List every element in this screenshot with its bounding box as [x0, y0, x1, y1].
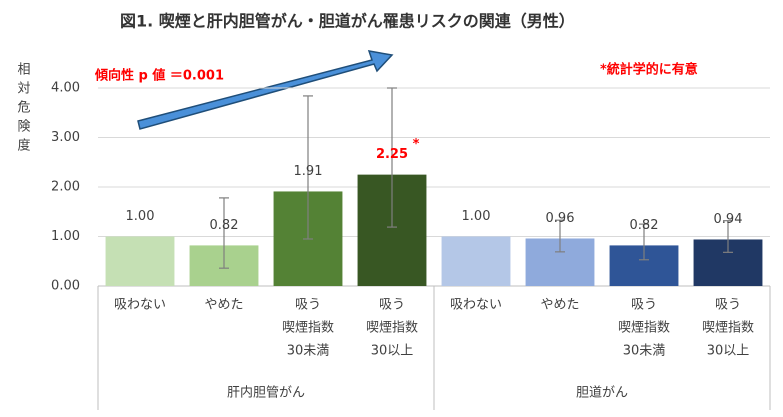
y-tick-label: 0.00 — [51, 279, 80, 294]
y-tick-label: 1.00 — [51, 229, 80, 244]
x-tick-label: 喫煙指数 — [282, 321, 334, 336]
y-tick-label: 4.00 — [51, 81, 80, 96]
significance-note: *統計学的に有意 — [600, 62, 698, 78]
bar — [441, 236, 511, 286]
y-tick-label: 2.00 — [51, 180, 80, 195]
value-label: 1.00 — [126, 209, 155, 224]
chart-title: 図1. 喫煙と肝内胆管がん・胆道がん罹患リスクの関連（男性） — [120, 12, 575, 31]
significance-mark: * — [413, 137, 420, 152]
x-tick-label: 喫煙指数 — [702, 321, 754, 336]
group-label: 胆道がん — [576, 386, 628, 401]
x-tick-label: 吸わない — [114, 298, 166, 313]
x-tick-label: 吸う — [715, 298, 741, 313]
x-tick-label: 吸わない — [450, 298, 502, 313]
value-label: 1.00 — [462, 209, 491, 224]
value-label: 0.82 — [210, 218, 239, 233]
x-tick-label: 喫煙指数 — [366, 321, 418, 336]
x-tick-label: 喫煙指数 — [618, 321, 670, 336]
x-tick-label: 30以上 — [371, 344, 414, 359]
value-label: 2.25 — [376, 147, 408, 162]
group-label: 肝内胆管がん — [227, 385, 305, 401]
value-label: 0.82 — [630, 218, 659, 233]
x-tick-label: 吸う — [631, 298, 657, 313]
x-tick-label: 吸う — [295, 298, 321, 313]
y-axis-label: 相対危険度 — [15, 62, 31, 157]
bar — [105, 236, 175, 286]
trend-arrow — [137, 50, 394, 130]
x-tick-label: 30未満 — [623, 344, 666, 359]
value-label: 0.94 — [714, 212, 743, 227]
y-tick-label: 3.00 — [51, 130, 80, 145]
x-tick-label: 30以上 — [707, 344, 750, 359]
value-label: 1.91 — [294, 164, 323, 179]
trend-annotation: 傾向性 p 値 ＝0.001 — [94, 68, 224, 84]
x-tick-label: 吸う — [379, 298, 405, 313]
x-tick-label: やめた — [204, 298, 243, 313]
value-label: 0.96 — [546, 211, 575, 226]
x-tick-label: やめた — [540, 298, 579, 313]
x-tick-label: 30未満 — [287, 344, 330, 359]
